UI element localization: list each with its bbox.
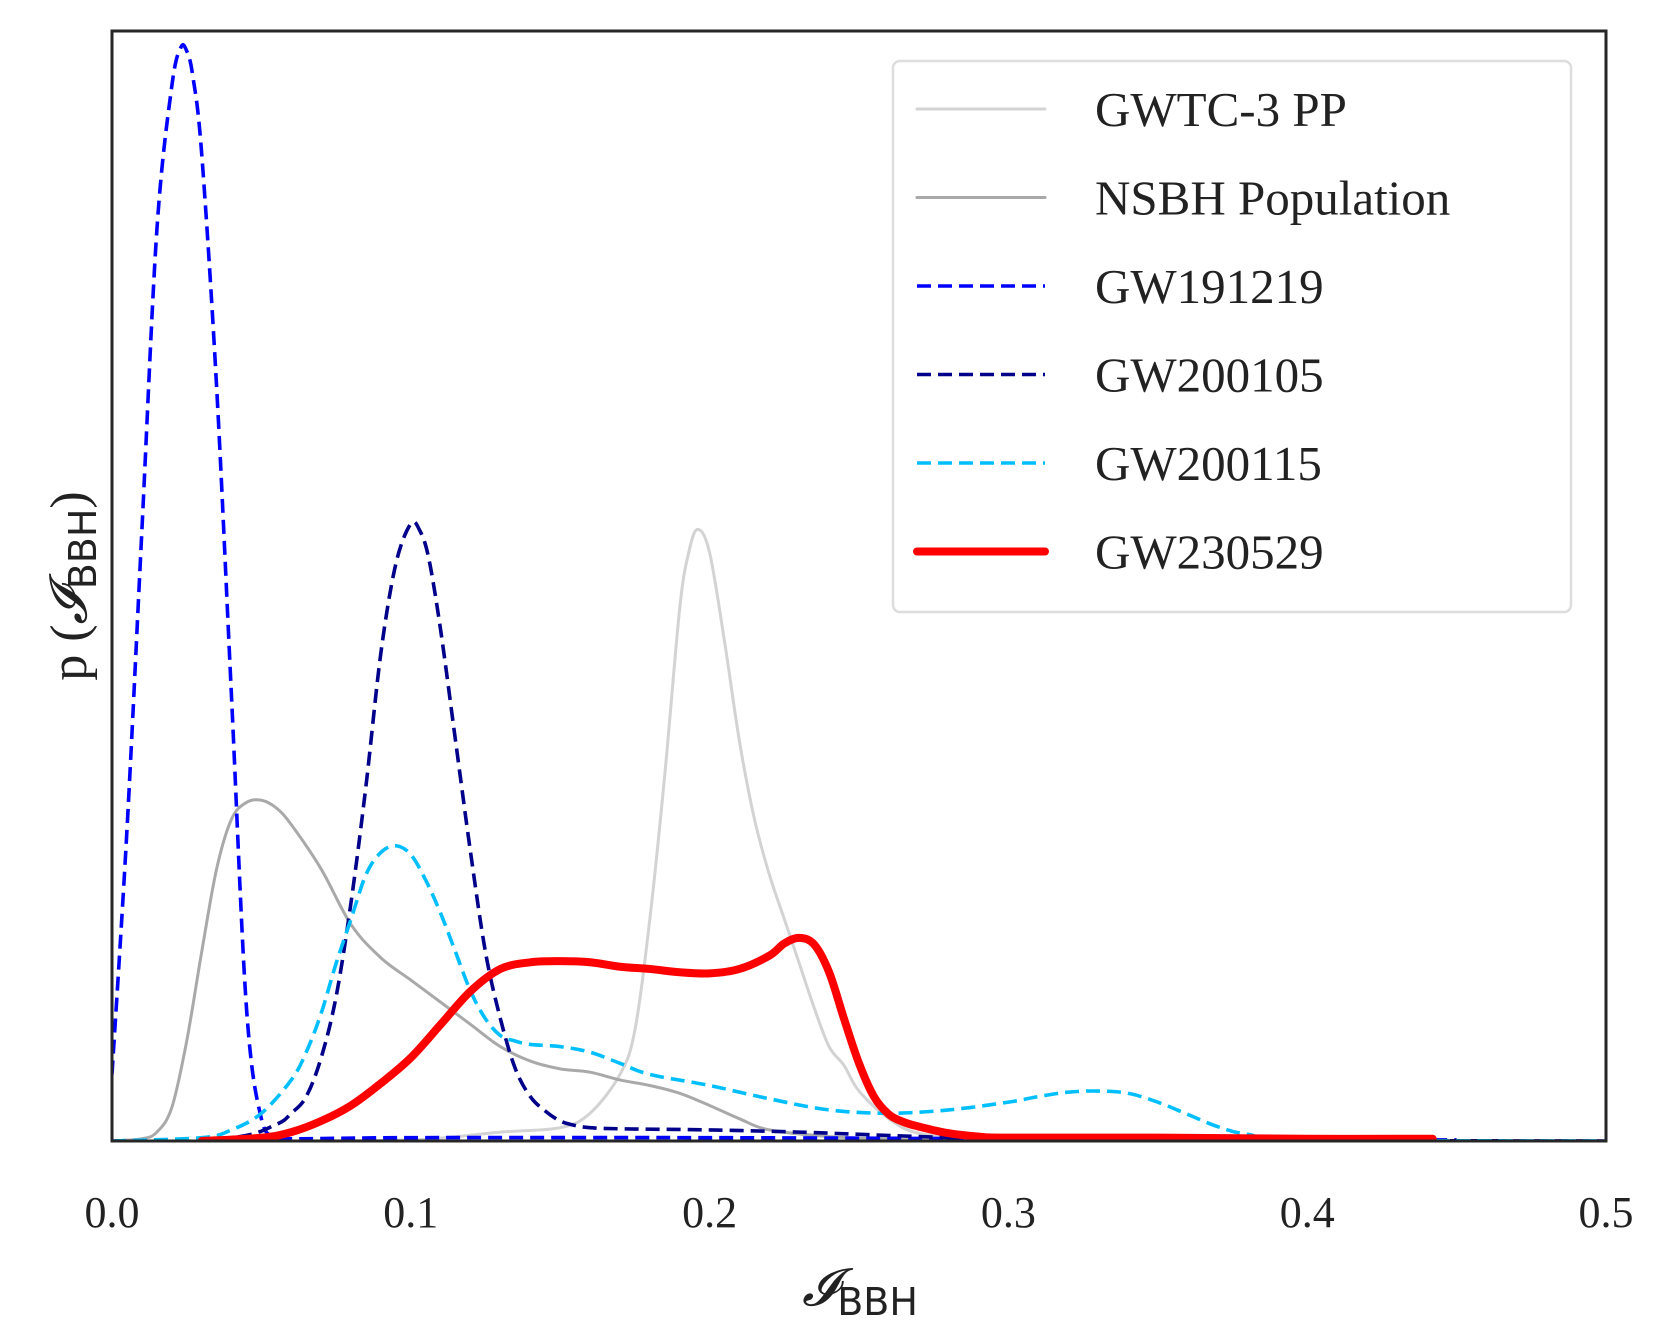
x-axis-label-subscript: BBH (837, 1280, 918, 1324)
x-tick-label: 0.0 (85, 1188, 140, 1237)
y-axis-label-suffix: ) (41, 491, 98, 508)
x-tick-label: 0.1 (383, 1188, 438, 1237)
legend-label-gw200115: GW200115 (1095, 436, 1322, 491)
y-axis-label: p (𝓘BBH) (41, 491, 105, 681)
axes-frame (110, 29, 1608, 1143)
y-axis-label-prefix: p ( (41, 624, 98, 680)
series-line-gw230529 (197, 933, 1437, 1141)
legend: GWTC-3 PP NSBH Population GW191219 GW200105… (891, 59, 1573, 614)
legend-box (891, 59, 1573, 614)
x-tick-label: 0.5 (1579, 1188, 1634, 1237)
legend-items: GWTC-3 PP NSBH Population GW191219 GW200105… (913, 82, 1450, 580)
legend-label-gwtc-3-pp: GWTC-3 PP (1095, 82, 1347, 137)
x-tick-label: 0.2 (682, 1188, 737, 1237)
series-line-gw191219 (112, 43, 1457, 1141)
legend-label-gw230529: GW230529 (1095, 525, 1324, 580)
legend-label-gw200105: GW200105 (1095, 348, 1324, 403)
legend-label-gw191219: GW191219 (1095, 259, 1324, 314)
y-axis-label-subscript: BBH (61, 509, 105, 590)
legend-label-nsbh-population: NSBH Population (1095, 171, 1450, 226)
x-tick-label: 0.3 (981, 1188, 1036, 1237)
series-line-gw200115 (112, 843, 1606, 1141)
x-tick-labels: 0.0 0.1 0.2 0.3 0.4 0.5 (85, 1188, 1634, 1237)
series-layer (112, 43, 1606, 1141)
series-line-gw200105 (112, 519, 1606, 1141)
x-tick-label: 0.4 (1280, 1188, 1335, 1237)
